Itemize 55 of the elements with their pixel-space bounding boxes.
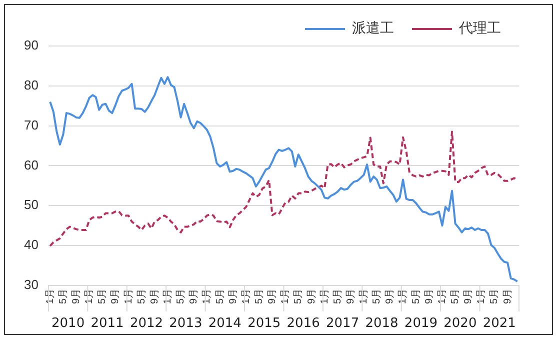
x-tick-label: 5月 [489,288,500,304]
y-tick-label: 80 [24,77,38,92]
y-tick-label: 60 [24,157,38,172]
x-tick-label: 9月 [424,288,435,304]
x-tick-label: 9月 [110,288,122,304]
x-tick-label: 5月 [58,288,69,304]
x-tick-label: 1月 [162,288,174,304]
text: 2017 [326,316,360,331]
x-tick-label: 5月 [97,288,108,304]
text: 2018 [365,316,398,331]
text: 2014 [208,316,242,331]
text: 2015 [248,316,281,331]
x-tick-label: 9月 [149,288,160,304]
x-tick-label: 5月 [293,288,304,304]
x-tick-label: 1月 [476,288,488,304]
x-tick-label: 9月 [267,288,278,304]
x-tick-label: 9月 [463,288,474,304]
text: 2011 [90,316,124,331]
x-tick-label: 1月 [240,288,252,304]
y-tick-label: 70 [24,117,38,132]
x-tick-label: 5月 [332,288,344,304]
y-tick-label: 40 [24,237,38,252]
text: 2021 [482,316,516,331]
x-tick-label: 5月 [410,288,422,304]
line-series [49,130,518,247]
x-tick-label: 9月 [306,288,318,304]
x-tick-label: 1月 [280,288,292,304]
text: 2010 [52,316,85,331]
x-tick-label: 5月 [254,288,265,304]
x-tick-label: 5月 [214,288,226,304]
legend-label: 代理工 [458,20,501,37]
x-tick-label: 1月 [398,288,409,304]
text: 2016 [286,316,320,331]
x-tick-label: 5月 [450,288,462,304]
x-tick-label: 1月 [84,288,96,304]
x-tick-label: 9月 [345,288,356,304]
y-tick-label: 30 [24,277,38,292]
x-tick-label: 9月 [228,288,239,304]
x-tick-label: 5月 [136,288,148,304]
x-tick-label: 1月 [436,288,448,304]
x-tick-label: 9月 [188,288,200,304]
text: 2013 [169,316,202,331]
x-tick-label: 9月 [502,288,514,304]
legend-label: 派遣工 [352,20,394,37]
y-tick-label: 90 [24,38,38,53]
x-tick-label: 1月 [358,288,370,304]
x-tick-label: 5月 [176,288,187,304]
text: 2012 [130,316,164,331]
text: 2019 [404,316,438,331]
x-tick-label: 9月 [70,288,82,304]
x-tick-label: 9月 [384,288,396,304]
y-tick-label: 50 [24,197,38,212]
x-tick-label: 1月 [202,288,213,304]
text: 2020 [444,316,477,331]
x-tick-label: 5月 [372,288,383,304]
